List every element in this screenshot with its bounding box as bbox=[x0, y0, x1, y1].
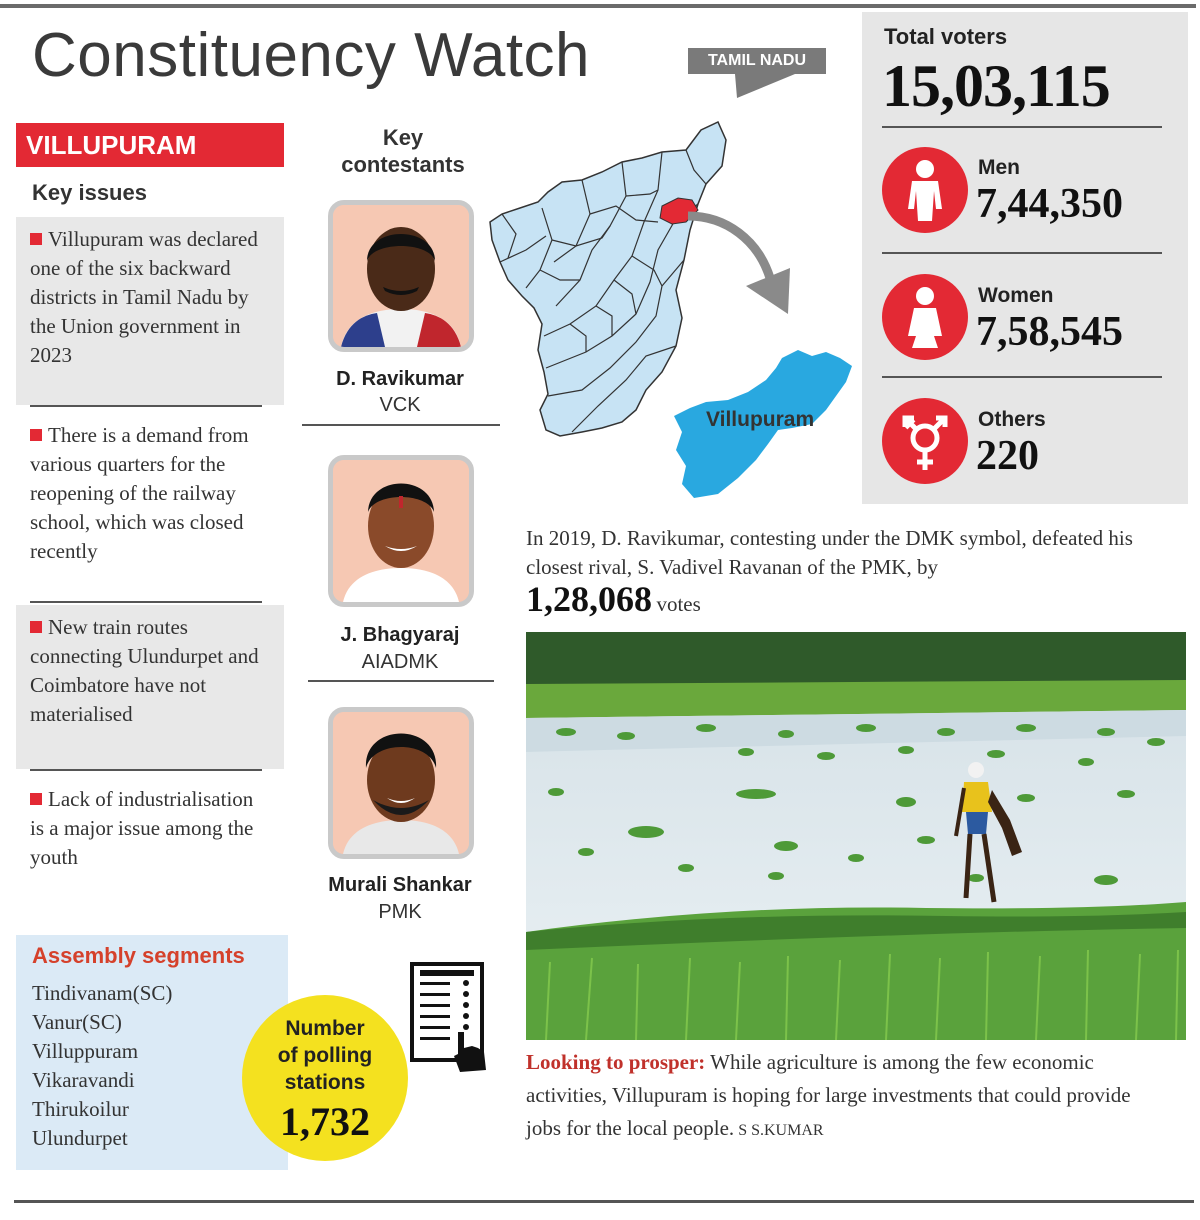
photo-credit: S S.KUMAR bbox=[734, 1122, 824, 1139]
result-2019-text: In 2019, D. Ravikumar, contesting under … bbox=[526, 526, 1133, 579]
contestant-name: D. Ravikumar bbox=[336, 368, 464, 390]
others-label: Others bbox=[978, 408, 1046, 431]
victory-margin: 1,28,068 votes bbox=[526, 578, 701, 620]
transgender-icon bbox=[882, 398, 968, 484]
heading-line: Key bbox=[382, 125, 424, 150]
total-voters-label: Total voters bbox=[884, 24, 1008, 49]
portrait-icon bbox=[333, 205, 469, 347]
women-value: 7,58,545 bbox=[976, 309, 1123, 355]
map-districts bbox=[489, 120, 727, 437]
margin-unit: votes bbox=[656, 592, 701, 616]
others-value: 220 bbox=[976, 433, 1039, 479]
key-issues-heading: Key issues bbox=[32, 180, 147, 205]
assembly-segments-heading: Assembly segments bbox=[32, 943, 245, 968]
contestant-party: AIADMK bbox=[361, 651, 439, 673]
district-borders bbox=[499, 149, 707, 433]
segment-item: Ulundurpet bbox=[32, 1126, 128, 1150]
caption-text: While agriculture is among the few econo… bbox=[526, 1050, 1131, 1140]
divider bbox=[30, 601, 262, 603]
farmer-field-image bbox=[526, 632, 1186, 1040]
divider bbox=[308, 680, 494, 682]
contestant-name: Murali Shankar bbox=[328, 874, 472, 896]
contestant-party: PMK bbox=[378, 901, 422, 923]
divider bbox=[30, 769, 262, 771]
segment-item: Vanur(SC) bbox=[32, 1010, 122, 1034]
polling-stations-badge: Number of polling stations 1,732 bbox=[242, 995, 408, 1161]
margin-value: 1,28,068 bbox=[526, 579, 652, 619]
top-rule bbox=[0, 4, 1196, 8]
female-icon bbox=[882, 274, 968, 360]
divider bbox=[882, 376, 1162, 378]
issue-item: New train routes connecting Ulundurpet a… bbox=[16, 605, 284, 769]
ballot-machine-icon bbox=[410, 962, 486, 1072]
women-label: Women bbox=[978, 284, 1054, 307]
state-tag: TAMIL NADU bbox=[688, 48, 826, 74]
issue-item: Villupuram was declared one of the six b… bbox=[16, 217, 284, 405]
arrow-head bbox=[746, 268, 790, 314]
male-icon bbox=[882, 147, 968, 233]
divider bbox=[302, 424, 500, 426]
divider bbox=[882, 252, 1162, 254]
constituency-banner: VILLUPURAM bbox=[16, 123, 284, 167]
bottom-rule bbox=[14, 1200, 1194, 1203]
paddy-field-photo bbox=[526, 632, 1186, 1040]
segment-item: Tindivanam(SC) bbox=[32, 981, 173, 1005]
portrait-icon bbox=[333, 712, 469, 854]
issue-text: Villupuram was declared one of the six b… bbox=[30, 227, 258, 367]
assembly-segments-box: Assembly segments Tindivanam(SC) Vanur(S… bbox=[16, 935, 288, 1170]
villupuram-district-shape bbox=[674, 350, 852, 498]
red-bullet-icon bbox=[30, 793, 42, 805]
contestant-party: VCK bbox=[379, 394, 421, 416]
portrait-icon bbox=[333, 460, 469, 602]
total-voters-value: 15,03,115 bbox=[882, 53, 1111, 119]
polling-label: of polling bbox=[277, 1044, 373, 1067]
pointer-arrow bbox=[687, 211, 775, 280]
issue-text: Lack of industrialisation is a major iss… bbox=[30, 787, 254, 869]
polling-label: stations bbox=[284, 1071, 366, 1094]
issue-text: There is a demand from various quarters … bbox=[30, 423, 249, 563]
red-bullet-icon bbox=[30, 621, 42, 633]
divider bbox=[882, 126, 1162, 128]
issue-item: There is a demand from various quarters … bbox=[16, 413, 284, 601]
contestant-name: J. Bhagyaraj bbox=[340, 624, 460, 646]
contestant-photo bbox=[328, 455, 474, 607]
page-title: Constituency Watch bbox=[32, 21, 591, 90]
segment-item: Vikaravandi bbox=[32, 1068, 135, 1092]
divider bbox=[30, 405, 262, 407]
contestant-photo bbox=[328, 200, 474, 352]
issue-item: Lack of industrialisation is a major iss… bbox=[16, 777, 284, 917]
issue-text: New train routes connecting Ulundurpet a… bbox=[30, 615, 259, 726]
photo-caption: Looking to prosper: While agriculture is… bbox=[526, 1046, 1146, 1147]
polling-value: 1,732 bbox=[280, 1099, 370, 1144]
polling-label: Number bbox=[285, 1017, 365, 1040]
caption-lead: Looking to prosper: bbox=[526, 1050, 706, 1074]
heading-line: contestants bbox=[341, 152, 465, 177]
farmer bbox=[954, 762, 1022, 903]
tamil-nadu-map bbox=[489, 120, 852, 498]
assembly-segments-list: Tindivanam(SC) Vanur(SC) Villuppuram Vik… bbox=[32, 979, 272, 1153]
men-value: 7,44,350 bbox=[976, 181, 1123, 227]
key-contestants-heading: Key contestants bbox=[318, 124, 488, 178]
voter-stats-panel: Total voters 15,03,115 Men 7,44,350 Wome… bbox=[862, 12, 1188, 504]
red-bullet-icon bbox=[30, 429, 42, 441]
segment-item: Villuppuram bbox=[32, 1039, 139, 1063]
red-bullet-icon bbox=[30, 233, 42, 245]
segment-item: Thirukoilur bbox=[32, 1097, 129, 1121]
contestant-photo bbox=[328, 707, 474, 859]
state-tag-pointer bbox=[735, 74, 795, 98]
villupuram-map-label: Villupuram bbox=[706, 408, 815, 431]
men-label: Men bbox=[978, 156, 1020, 179]
